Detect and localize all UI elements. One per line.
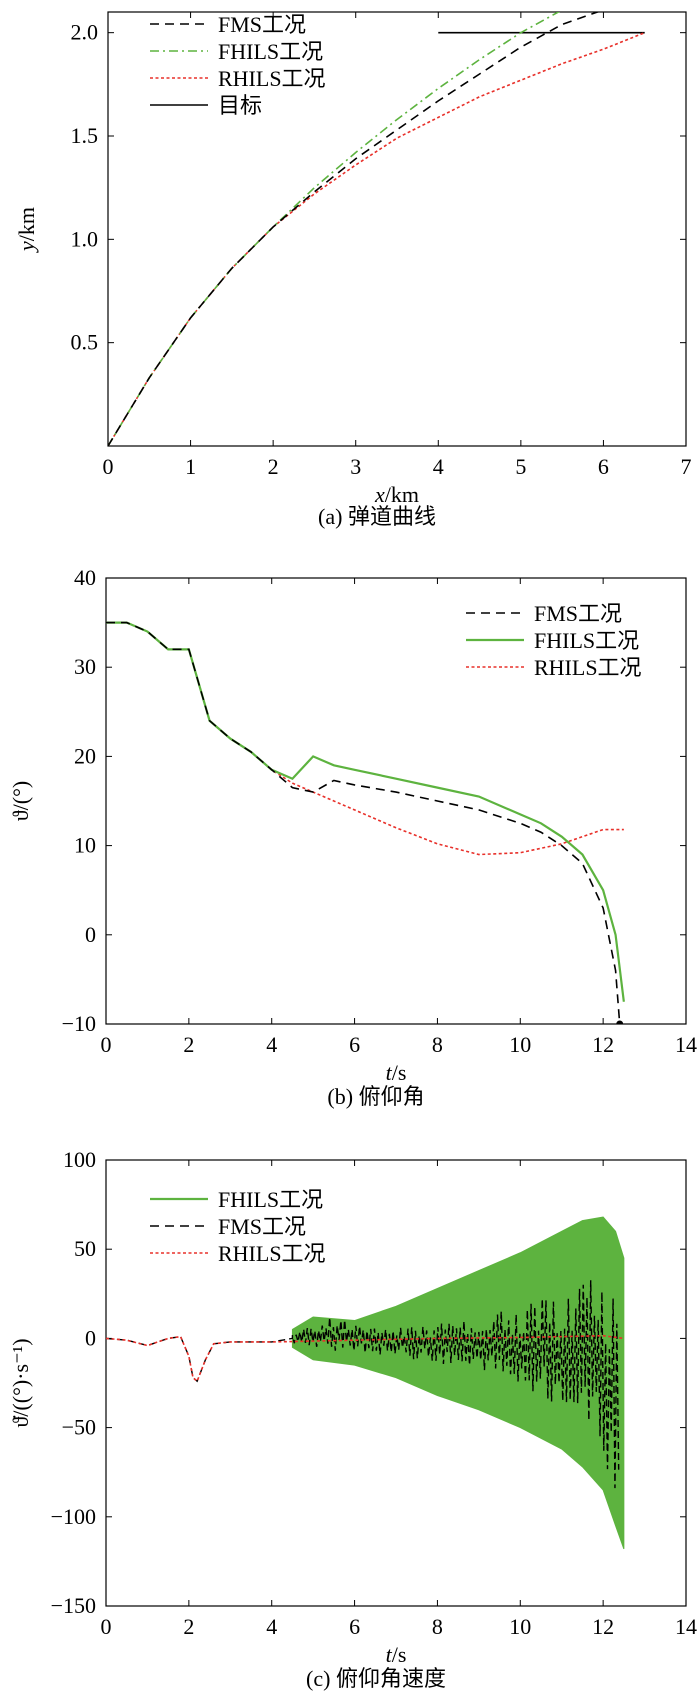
y-tick-label: −50 <box>62 1415 96 1440</box>
legend-label: RHILS工况 <box>218 66 326 91</box>
y-tick-label: 40 <box>74 565 96 590</box>
y-axis-label: ϑ̇/((°)·s⁻¹) <box>8 1338 33 1427</box>
x-axis-label: t/s <box>386 1642 407 1667</box>
x-tick-label: 2 <box>268 454 279 479</box>
x-axis-label-unit: /s <box>392 1642 407 1667</box>
chart-a: 0 1 2 3 4 5 6 70.51.01.52.0x/kmy/km(a) 弹道曲线FMS工… <box>14 11 692 529</box>
x-tick-label: 10 <box>509 1614 531 1639</box>
y-axis-label-var: y <box>14 241 39 253</box>
x-tick-label: 0 <box>103 454 114 479</box>
y-tick-label: 50 <box>74 1236 96 1261</box>
y-axis-label-unit: /km <box>14 207 39 241</box>
x-axis-label-var: t <box>386 1060 393 1085</box>
legend-label: 目标 <box>218 93 262 118</box>
x-axis-label: x/km <box>374 482 419 507</box>
x-axis-label-unit: /km <box>385 482 419 507</box>
y-axis-label: ϑ/(°) <box>8 781 33 821</box>
plot-area <box>106 1216 625 1550</box>
plot-frame <box>107 11 687 447</box>
y-tick-label: −10 <box>62 1011 96 1036</box>
legend-label: FHILS工况 <box>218 39 323 64</box>
y-tick-label: −100 <box>51 1504 96 1529</box>
x-tick-label: 2 <box>183 1614 194 1639</box>
legend-label: FHILS工况 <box>218 1187 323 1212</box>
x-axis-label-var: t <box>386 1642 393 1667</box>
y-tick-label: 30 <box>74 654 96 679</box>
legend-label: RHILS工况 <box>218 1241 326 1266</box>
series-RHILS工况 <box>108 31 646 446</box>
plot-frame <box>105 1159 687 1607</box>
y-tick-label: 20 <box>74 743 96 768</box>
x-tick-label: 12 <box>592 1614 614 1639</box>
legend-label: FMS工况 <box>218 12 306 37</box>
x-tick-label: 14 <box>675 1032 697 1057</box>
y-tick-label: 0.5 <box>71 330 99 355</box>
y-tick-label: −150 <box>51 1593 96 1618</box>
series-FHILS工况 <box>108 12 561 446</box>
x-tick-label: 4 <box>266 1614 277 1639</box>
y-tick-label: 1.5 <box>71 123 99 148</box>
x-tick-label: 12 <box>592 1032 614 1057</box>
series-RHILS工况 <box>106 1334 624 1383</box>
x-tick-label: 4 <box>266 1032 277 1057</box>
x-tick-label: 4 <box>433 454 444 479</box>
y-tick-label: 2.0 <box>71 20 99 45</box>
x-tick-label: 5 <box>515 454 526 479</box>
y-tick-label: 1.0 <box>71 226 99 251</box>
chart-caption: (a) 弹道曲线 <box>318 504 436 529</box>
x-tick-label: 0 <box>101 1614 112 1639</box>
y-tick-label: 0 <box>85 922 96 947</box>
x-tick-label: 8 <box>432 1032 443 1057</box>
series-FMS工况 <box>108 12 600 446</box>
x-axis-label: t/s <box>386 1060 407 1085</box>
series-RHILS工况 <box>106 621 624 856</box>
y-tick-label: 10 <box>74 833 96 858</box>
series-FHILS工况 <box>291 1216 625 1550</box>
plot-frame <box>105 577 687 1025</box>
chart-caption: (c) 俯仰角速度 <box>306 1666 446 1691</box>
end-marker <box>616 1020 624 1024</box>
plot-area <box>106 621 625 1024</box>
series-FMS工况 <box>106 621 621 1024</box>
x-tick-label: 7 <box>681 454 692 479</box>
y-tick-label: 0 <box>85 1325 96 1350</box>
legend-label: RHILS工况 <box>534 655 642 680</box>
x-tick-label: 6 <box>598 454 609 479</box>
x-tick-label: 1 <box>185 454 196 479</box>
series-FMS工况 <box>106 1280 620 1489</box>
x-axis-label-var: x <box>374 482 385 507</box>
x-axis-label-unit: /s <box>392 1060 407 1085</box>
chart-c: 0 2 4 6 8 10 12 14 −150 −100 −50 0 50 100 t/s ϑ̇/((°)·s… <box>8 1147 697 1691</box>
y-tick-label: 100 <box>63 1147 96 1172</box>
x-tick-label: 6 <box>349 1614 360 1639</box>
legend-label: FMS工况 <box>218 1214 306 1239</box>
chart-caption: (b) 俯仰角 <box>327 1084 424 1109</box>
x-tick-label: 6 <box>349 1032 360 1057</box>
x-tick-label: 2 <box>183 1032 194 1057</box>
x-tick-label: 10 <box>509 1032 531 1057</box>
x-tick-label: 8 <box>432 1614 443 1639</box>
plot-area <box>108 12 646 446</box>
legend-label: FHILS工况 <box>534 628 639 653</box>
legend-label: FMS工况 <box>534 601 622 626</box>
x-tick-label: 14 <box>675 1614 697 1639</box>
x-tick-label: 0 <box>101 1032 112 1057</box>
series-FHILS工况 <box>106 621 625 1002</box>
x-tick-label: 3 <box>350 454 361 479</box>
y-axis-label: y/km <box>14 207 39 253</box>
